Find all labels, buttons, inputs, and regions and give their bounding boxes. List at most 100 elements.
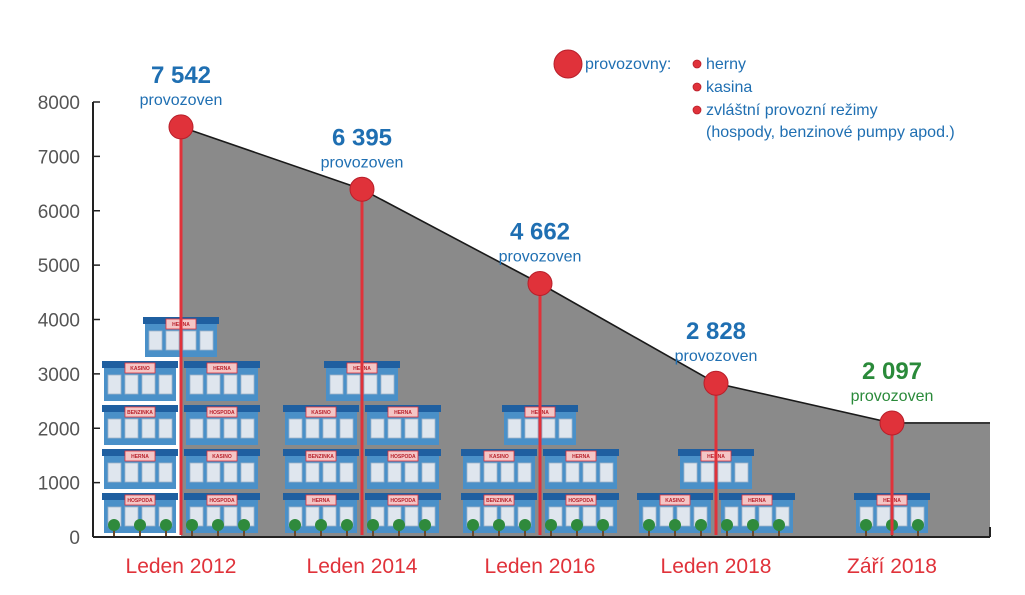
legend-bullet bbox=[692, 105, 702, 115]
tree-trunk bbox=[674, 530, 676, 536]
building-sign bbox=[387, 494, 419, 506]
building-window bbox=[182, 330, 197, 351]
building-icon: BENZINKA bbox=[102, 405, 178, 445]
building-sign bbox=[305, 406, 337, 418]
building-sign bbox=[206, 406, 238, 418]
building-sign bbox=[483, 494, 515, 506]
building-sign bbox=[565, 494, 597, 506]
building-sign-label: BENZINKA bbox=[127, 410, 153, 416]
building-window bbox=[107, 418, 122, 439]
x-tick-label: Leden 2012 bbox=[126, 555, 237, 578]
building-sign bbox=[387, 450, 419, 462]
building-window bbox=[124, 506, 139, 527]
building-window bbox=[339, 462, 354, 483]
building-icon: KASINO bbox=[184, 449, 260, 489]
tree-trunk bbox=[752, 530, 754, 536]
building-window bbox=[404, 506, 419, 527]
building-window bbox=[305, 462, 320, 483]
building-window bbox=[158, 462, 173, 483]
tree-trunk bbox=[700, 530, 702, 536]
building-sign bbox=[305, 450, 337, 462]
data-point bbox=[527, 271, 553, 297]
building-window bbox=[404, 462, 419, 483]
tree-trunk bbox=[424, 530, 426, 536]
tree-icon bbox=[493, 519, 505, 531]
building-window bbox=[223, 418, 238, 439]
tree-trunk bbox=[524, 530, 526, 536]
building-window bbox=[524, 418, 539, 439]
tree-icon bbox=[393, 519, 405, 531]
building-window bbox=[734, 462, 749, 483]
building-window bbox=[548, 462, 563, 483]
building-window bbox=[107, 374, 122, 395]
tree-trunk bbox=[165, 530, 167, 536]
building-window bbox=[288, 418, 303, 439]
building-sign-label: HOSPODA bbox=[390, 454, 416, 460]
legend-title: provozovny: bbox=[585, 56, 671, 73]
tree-icon bbox=[160, 519, 172, 531]
legend-item: kasina bbox=[706, 79, 752, 96]
tree-icon bbox=[315, 519, 327, 531]
building-sign bbox=[206, 450, 238, 462]
tree-icon bbox=[747, 519, 759, 531]
building-window bbox=[466, 462, 481, 483]
y-tick-label: 5000 bbox=[38, 256, 80, 277]
y-tick-label: 4000 bbox=[38, 311, 80, 332]
building-window bbox=[240, 418, 255, 439]
building-window bbox=[206, 418, 221, 439]
tree-trunk bbox=[917, 530, 919, 536]
tree-icon bbox=[238, 519, 250, 531]
data-label-unit: provozoven bbox=[499, 249, 582, 266]
building-window bbox=[158, 418, 173, 439]
tree-trunk bbox=[346, 530, 348, 536]
data-label-unit: provozoven bbox=[321, 154, 404, 171]
building-window bbox=[517, 462, 532, 483]
tree-trunk bbox=[472, 530, 474, 536]
building-window bbox=[500, 462, 515, 483]
building-sign-label: KASINO bbox=[665, 498, 685, 504]
building-window bbox=[305, 506, 320, 527]
building-window bbox=[158, 374, 173, 395]
data-label-unit: provozoven bbox=[140, 92, 223, 109]
building-window bbox=[541, 418, 556, 439]
building-sign bbox=[741, 494, 773, 506]
building-window bbox=[189, 418, 204, 439]
building-icon: HERNA bbox=[184, 361, 260, 401]
building-window bbox=[141, 374, 156, 395]
building-window bbox=[380, 374, 395, 395]
tree-trunk bbox=[294, 530, 296, 536]
building-window bbox=[370, 462, 385, 483]
tree-trunk bbox=[726, 530, 728, 536]
building-window bbox=[387, 462, 402, 483]
tree-icon bbox=[545, 519, 557, 531]
tree-icon bbox=[860, 519, 872, 531]
building-sign bbox=[387, 406, 419, 418]
building-window bbox=[599, 462, 614, 483]
building-window bbox=[165, 330, 180, 351]
building-window bbox=[305, 418, 320, 439]
tree-trunk bbox=[113, 530, 115, 536]
building-window bbox=[322, 462, 337, 483]
building-icon: HERNA bbox=[365, 405, 441, 445]
building-window bbox=[240, 462, 255, 483]
building-window bbox=[199, 330, 214, 351]
legend-bullet bbox=[692, 82, 702, 92]
building-window bbox=[148, 330, 163, 351]
building-window bbox=[582, 462, 597, 483]
tree-trunk bbox=[865, 530, 867, 536]
building-sign-label: HOSPODA bbox=[209, 410, 235, 416]
building-window bbox=[240, 374, 255, 395]
building-window bbox=[404, 418, 419, 439]
data-label-value: 2 097 bbox=[862, 358, 922, 385]
building-window bbox=[421, 462, 436, 483]
building-window bbox=[329, 374, 344, 395]
y-tick-label: 1000 bbox=[38, 474, 80, 495]
building-sign-label: BENZINKA bbox=[486, 498, 512, 504]
tree-icon bbox=[108, 519, 120, 531]
building-sign bbox=[565, 450, 597, 462]
building-sign bbox=[483, 450, 515, 462]
tree-trunk bbox=[550, 530, 552, 536]
building-sign-label: BENZINKA bbox=[308, 454, 334, 460]
building-window bbox=[483, 506, 498, 527]
